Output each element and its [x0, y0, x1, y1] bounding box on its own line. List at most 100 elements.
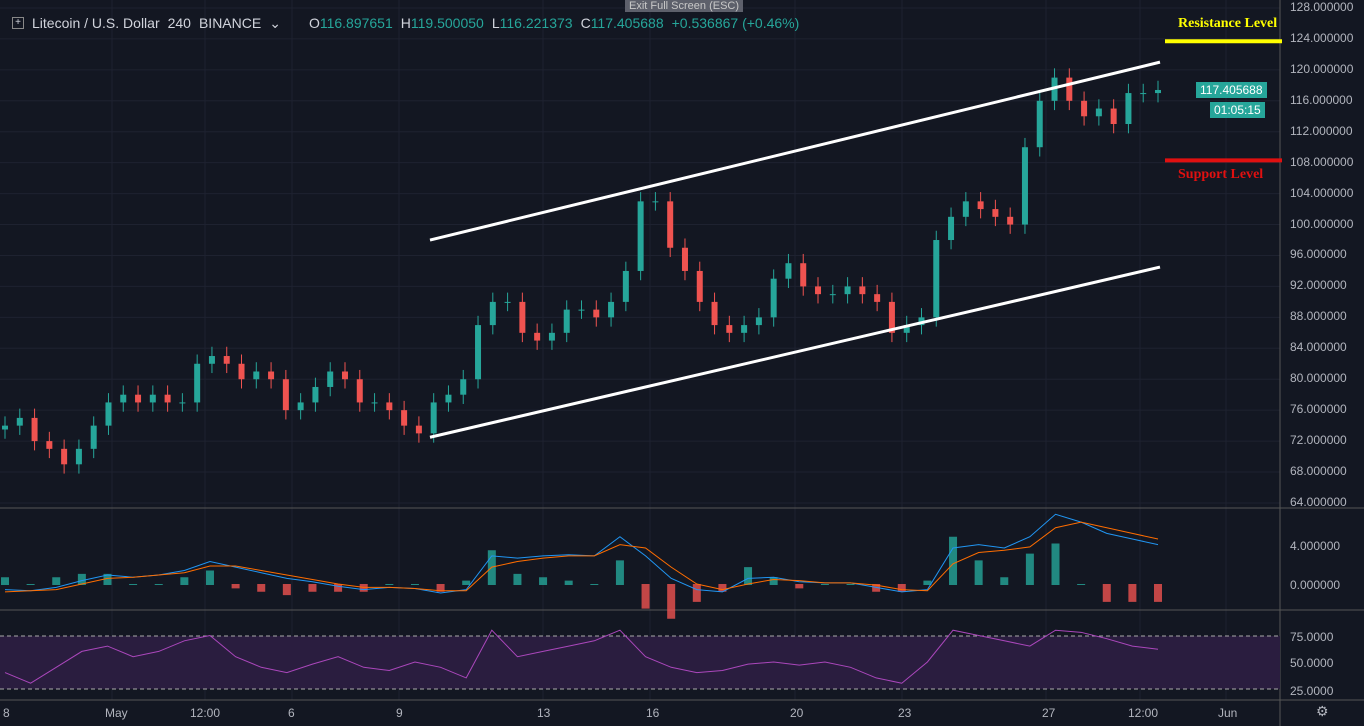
open-value: 116.897651: [319, 15, 393, 31]
candle: [1095, 108, 1102, 117]
price-axis-label: 68.000000: [1290, 464, 1347, 479]
macd-histogram-bar: [1128, 584, 1137, 602]
candle: [46, 441, 53, 449]
macd-histogram-bar: [436, 584, 445, 592]
macd-histogram-bar: [1077, 584, 1086, 585]
candle: [844, 286, 851, 295]
low-value: 116.221373: [499, 15, 573, 31]
macd-histogram-bar: [1, 577, 9, 585]
candle: [755, 317, 762, 326]
macd-line: [4, 513, 1159, 594]
candle: [1036, 100, 1043, 148]
candle: [770, 278, 777, 318]
macd-histogram-bar: [385, 584, 394, 585]
price-axis-label: 104.000000: [1290, 185, 1354, 200]
macd-histogram-bar: [1000, 577, 1009, 585]
candle: [238, 363, 245, 380]
candle: [519, 301, 526, 333]
candle: [253, 371, 260, 380]
rsi-band: [0, 636, 1280, 689]
candle: [933, 240, 940, 318]
time-axis-label: 16: [646, 706, 660, 720]
candle: [179, 402, 186, 404]
candle: [105, 402, 112, 426]
macd-histogram-bar: [539, 577, 548, 585]
macd-histogram-bar: [180, 577, 189, 585]
candle: [726, 325, 733, 333]
exit-fullscreen-button[interactable]: Exit Full Screen (ESC): [625, 0, 744, 12]
candle: [164, 394, 171, 403]
candle: [415, 425, 422, 434]
candle: [445, 394, 452, 403]
candle: [475, 325, 482, 380]
candle: [312, 386, 319, 403]
indicator-axis-label: 75.0000: [1290, 630, 1334, 644]
candle: [31, 417, 38, 442]
candle: [327, 371, 334, 387]
macd-histogram-bar: [846, 584, 855, 585]
channel-upper-line: [429, 60, 1161, 242]
interval: 240: [167, 15, 191, 31]
time-axis-label: 9: [396, 706, 403, 720]
price-axis-label: 120.000000: [1290, 61, 1354, 76]
candle: [1021, 147, 1028, 225]
candle: [504, 301, 511, 303]
time-axis-label: 12:00: [1128, 706, 1159, 720]
candle: [120, 394, 127, 403]
macd-histogram-bar: [590, 584, 599, 585]
price-axis-label: 96.000000: [1290, 247, 1347, 262]
chart-legend: + Litecoin / U.S. Dollar 240 BINANCE ⌄ O1…: [12, 15, 799, 31]
price-axis-label: 72.000000: [1290, 433, 1347, 448]
change-value: +0.536867 (+0.46%): [671, 15, 800, 31]
time-axis-label: 6: [288, 706, 295, 720]
expand-icon[interactable]: +: [12, 17, 24, 29]
macd-histogram-bar: [897, 584, 906, 592]
candle: [297, 402, 304, 411]
price-axis-label: 76.000000: [1290, 402, 1347, 417]
candle: [534, 332, 541, 341]
candle: [1007, 216, 1014, 225]
high-label: H: [400, 15, 411, 31]
price-axis-label: 128.000000: [1290, 0, 1354, 14]
candle: [386, 402, 393, 411]
candle: [563, 309, 570, 333]
macd-histogram-bar: [103, 573, 112, 585]
chevron-down-icon[interactable]: ⌄: [269, 15, 281, 31]
macd-histogram-bar: [744, 567, 753, 585]
candle: [874, 294, 881, 302]
low-label: L: [491, 15, 500, 31]
macd-histogram-bar: [718, 584, 727, 592]
candle: [282, 379, 289, 411]
macd-histogram-bar: [205, 570, 214, 585]
candle: [741, 325, 748, 333]
candle: [785, 263, 792, 279]
macd-histogram-bar: [52, 577, 61, 585]
price-axis-label: 92.000000: [1290, 278, 1347, 293]
candle: [652, 201, 659, 203]
candle: [622, 270, 629, 302]
macd-histogram-bar: [1102, 584, 1111, 602]
candle: [681, 247, 688, 271]
candle: [578, 309, 585, 311]
macd-histogram-bar: [692, 584, 701, 602]
settings-gear-icon[interactable]: ⚙: [1316, 703, 1329, 719]
candle: [1125, 93, 1132, 125]
symbol-name[interactable]: Litecoin / U.S. Dollar: [32, 15, 160, 31]
candle: [815, 286, 822, 295]
candle: [2, 425, 8, 430]
candle: [135, 394, 142, 403]
macd-histogram-bar: [77, 573, 86, 585]
price-axis-label: 112.000000: [1290, 123, 1353, 138]
macd-histogram-bar: [641, 584, 650, 609]
candle: [194, 363, 201, 403]
price-axis-label: 88.000000: [1290, 309, 1347, 324]
candle: [401, 410, 408, 426]
macd-histogram-bar: [615, 560, 624, 585]
close-value: 117.405688: [590, 15, 664, 31]
resistance-label: Resistance Level: [1178, 16, 1278, 31]
macd-histogram-bar: [282, 584, 291, 596]
macd-histogram-bar: [334, 584, 343, 592]
price-axis-label: 108.000000: [1290, 154, 1354, 169]
candle: [608, 301, 615, 318]
